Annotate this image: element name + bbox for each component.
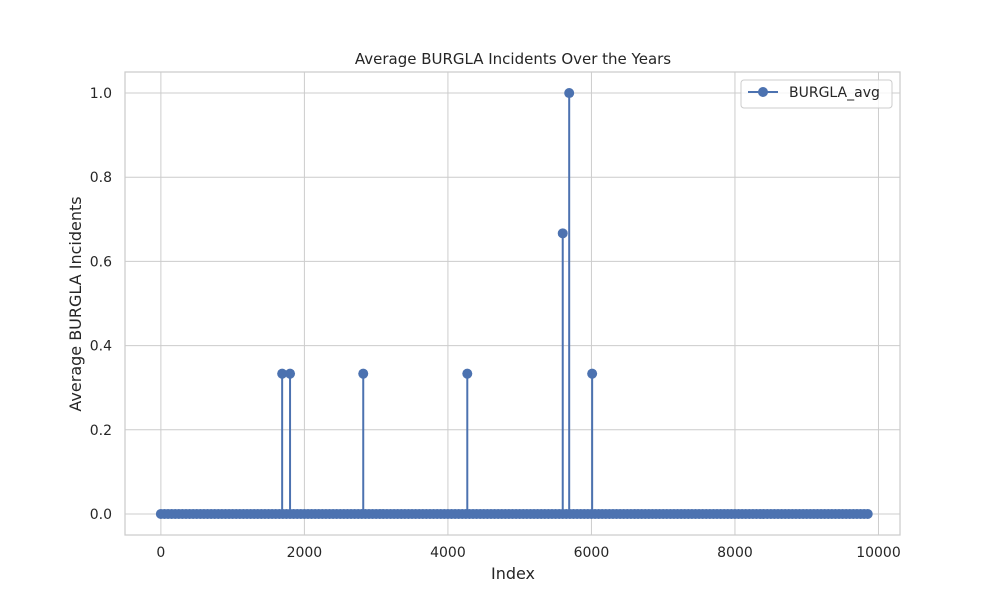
y-tick-label: 0.2	[90, 423, 112, 439]
data-point	[557, 228, 568, 239]
legend-marker-swatch	[758, 87, 768, 97]
legend-label: BURGLA_avg	[789, 85, 880, 101]
series-layer	[155, 88, 873, 519]
y-axis-label: Average BURGLA Incidents	[66, 196, 85, 411]
tick-labels: 0 2000 4000 6000 8000 10000 0.0 0.2 0.4 0.6 0.8 1.0	[90, 86, 901, 561]
x-tick-label: 8000	[717, 545, 753, 561]
data-point	[564, 88, 575, 99]
legend-box	[740, 79, 893, 109]
chart-title: Average BURGLA Incidents Over the Years	[355, 50, 671, 68]
x-tick-label: 0	[156, 545, 165, 561]
y-tick-label: 0.8	[90, 170, 112, 186]
y-tick-label: 0.4	[90, 339, 112, 355]
x-tick-label: 4000	[430, 545, 466, 561]
x-tick-label: 2000	[287, 545, 323, 561]
y-tick-label: 0.0	[90, 507, 112, 523]
y-tick-label: 0.6	[90, 254, 112, 270]
data-point	[358, 368, 369, 379]
data-point	[277, 368, 288, 379]
data-point	[862, 508, 873, 519]
x-tick-label: 6000	[574, 545, 610, 561]
data-point	[587, 368, 598, 379]
axes-frame	[124, 71, 901, 536]
x-axis-label: Index	[491, 564, 535, 583]
y-tick-label: 1.0	[90, 86, 112, 102]
data-point	[462, 368, 473, 379]
data-point	[285, 368, 296, 379]
legend: BURGLA_avg	[740, 79, 893, 109]
x-tick-label: 10000	[856, 545, 901, 561]
